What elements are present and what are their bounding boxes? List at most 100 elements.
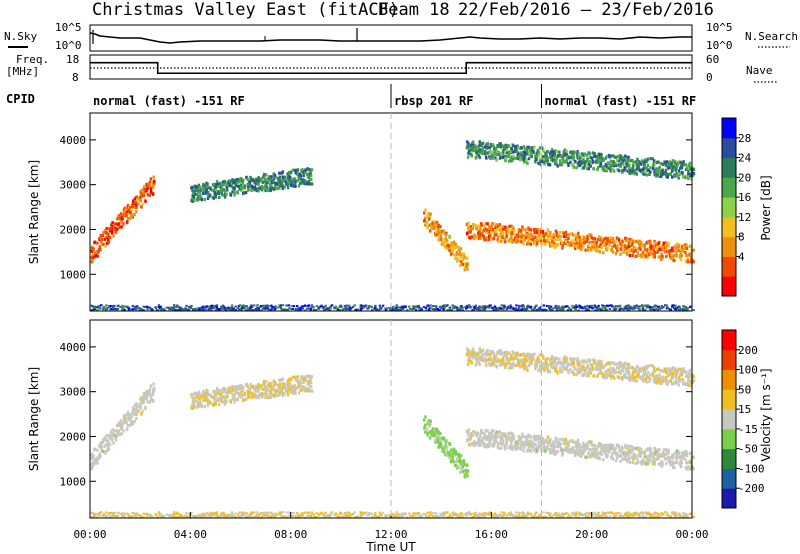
velocity-cell (586, 446, 589, 450)
velocity-cell (209, 400, 212, 404)
velocity-cell (633, 446, 637, 451)
velocity-cell (220, 395, 223, 399)
power-cell (585, 153, 589, 157)
power-cell (277, 177, 280, 181)
velocity-cell (117, 423, 121, 427)
power-cell (159, 305, 162, 308)
power-cell (576, 156, 580, 160)
velocity-cell (532, 357, 535, 362)
power-cell (644, 304, 647, 307)
power-cell (590, 236, 593, 240)
power-panel-bg (90, 113, 692, 311)
power-cell (389, 308, 393, 311)
velocity-cell (572, 365, 576, 369)
power-cell (434, 308, 437, 311)
nave-tick-top: 60 (706, 53, 719, 66)
velocity-cell (690, 451, 693, 455)
power-cell (194, 192, 197, 196)
velocity-cell (125, 418, 128, 422)
power-cell (435, 223, 438, 227)
velocity-cell (531, 353, 534, 357)
velocity-cell (92, 460, 95, 464)
power-cell (673, 174, 676, 178)
power-cell (625, 168, 628, 173)
power-cell (98, 304, 102, 307)
power-cell (292, 180, 296, 184)
power-cell (476, 234, 479, 238)
velocity-cell (257, 389, 260, 393)
power-cell (633, 239, 637, 244)
velocity-cell (512, 361, 515, 365)
power-cell (303, 178, 306, 183)
velocity-cell (91, 465, 94, 469)
velocity-cell (246, 392, 250, 396)
velocity-cell (214, 400, 218, 404)
power-cell (200, 198, 204, 202)
power-cell (360, 304, 364, 307)
power-cell (202, 307, 205, 310)
power-cell (523, 156, 527, 160)
power-cell (625, 306, 629, 309)
velocity-cell (642, 459, 646, 463)
power-cell (633, 307, 637, 310)
power-cell (148, 180, 152, 184)
velocity-cell (236, 387, 239, 392)
power-cell (288, 170, 291, 175)
velocity-cell (466, 353, 470, 357)
power-cell (692, 167, 695, 172)
power-cell (538, 153, 541, 157)
power-cell (260, 188, 264, 192)
power-cell (559, 241, 563, 246)
power-cell (436, 230, 440, 234)
velocity-cell (476, 431, 479, 435)
power-cell (673, 253, 676, 258)
power-cell (631, 238, 635, 242)
power-cell (551, 308, 554, 311)
power-cell (426, 304, 429, 307)
velocity-cell (216, 389, 220, 393)
power-cell (415, 309, 418, 312)
velocity-cell (588, 447, 592, 452)
power-cell (466, 224, 470, 228)
power-cell (94, 306, 98, 309)
power-cell (569, 151, 572, 155)
velocity-cell (426, 422, 429, 426)
velocity-cell (228, 386, 232, 390)
velocity-cell (287, 385, 290, 390)
power-cell (438, 308, 441, 311)
velocity-cell (467, 428, 470, 432)
velocity-cell (307, 383, 311, 387)
power-cell (432, 224, 435, 228)
power-cell (558, 237, 561, 242)
velocity-cell (230, 391, 233, 395)
power-cell (658, 247, 661, 252)
power-cell (192, 190, 196, 194)
power-cell (600, 238, 604, 242)
velocity-cell (551, 360, 555, 365)
velocity-cell (201, 394, 204, 398)
power-cell (518, 309, 522, 312)
power-cell (479, 151, 482, 155)
velocity-cell (591, 447, 594, 452)
power-cell (608, 155, 611, 159)
power-cell (483, 308, 486, 311)
velocity-cell (495, 436, 498, 440)
power-cell (611, 245, 614, 249)
power-cell (683, 246, 686, 251)
power-cell (128, 205, 131, 210)
velocity-cell (116, 431, 120, 435)
power-cell (653, 159, 656, 163)
power-cell (366, 307, 369, 310)
velocity-cell (653, 457, 657, 461)
power-cell (163, 309, 166, 312)
power-cell (488, 304, 492, 307)
power-cell (656, 308, 660, 311)
velocity-cell (206, 400, 210, 404)
power-cell (135, 307, 139, 310)
power-cell (621, 250, 624, 255)
power-cell (468, 152, 471, 156)
velocity-cell (561, 451, 565, 455)
power-cell (548, 307, 552, 310)
velocity-cell (445, 451, 448, 456)
velocity-cell (597, 442, 601, 446)
